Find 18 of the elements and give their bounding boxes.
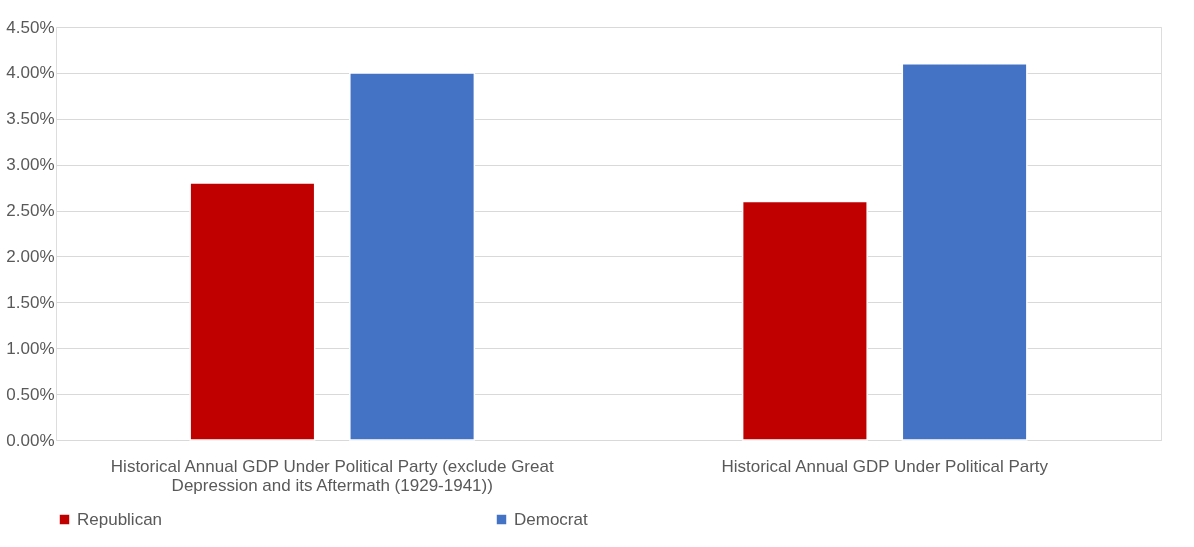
bar [189,182,316,441]
y-tick-label: 0.50% [6,384,55,404]
bar [901,62,1028,441]
y-tick-label: 2.00% [6,246,55,266]
bar [349,72,476,441]
y-tick-label: 3.00% [6,155,55,175]
y-tick-label: 4.50% [6,17,55,37]
x-tick-label: Historical Annual GDP Under Political Party [721,456,1049,476]
legend-label: Republican [77,509,163,529]
bar [741,200,868,441]
y-tick-label: 1.00% [6,338,55,358]
legend-label: Democrat [514,509,588,529]
y-tick-label: 4.00% [6,63,55,83]
x-tick-label: Historical Annual GDP Under Political Party (exclude Great Depression and its Aftermath (1929-1941)) [110,456,554,495]
y-tick-label: 0.00% [6,430,55,450]
y-tick-label: 3.50% [6,109,55,129]
y-tick-label: 2.50% [6,201,55,221]
y-tick-label: 1.50% [6,292,55,312]
